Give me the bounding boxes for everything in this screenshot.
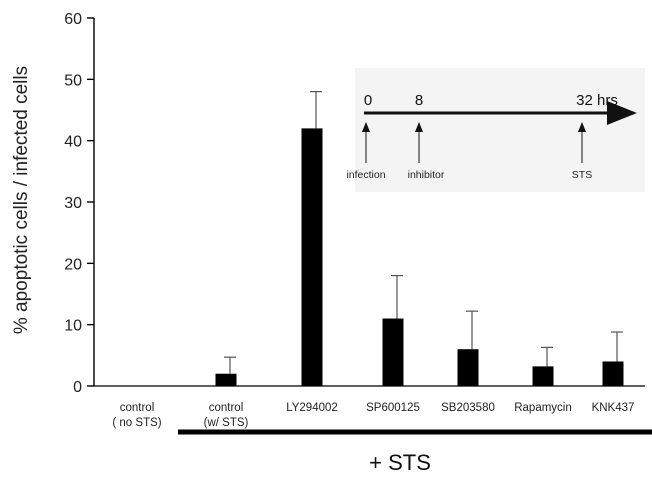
category-label: SB203580 bbox=[441, 402, 495, 414]
sts-group-label: + STS bbox=[369, 450, 431, 475]
category-label: control (w/ STS) bbox=[204, 402, 249, 429]
y-tick-label: 20 bbox=[64, 256, 82, 273]
category-labels: control( no STS) control (w/ STS) LY294002 S… bbox=[112, 402, 634, 429]
timeline-inset: 0 infection 8 inhibitor 32 hrs STS bbox=[346, 68, 645, 192]
y-tick-label: 30 bbox=[64, 195, 82, 212]
bar bbox=[215, 373, 237, 386]
bar bbox=[602, 361, 624, 386]
inset-background bbox=[355, 68, 645, 192]
category-label: SP600125 bbox=[366, 402, 420, 414]
y-tick-label: 50 bbox=[64, 72, 82, 89]
category-label: KNK437 bbox=[592, 402, 635, 414]
y-axis-label: % apoptotic cells / infected cells bbox=[11, 66, 32, 334]
timeline-event-label: infection bbox=[346, 169, 385, 181]
category-label: LY294002 bbox=[286, 402, 338, 414]
bar bbox=[301, 128, 323, 386]
y-tick-label: 0 bbox=[73, 379, 82, 396]
y-axis: 0 10 20 30 40 50 60 bbox=[64, 11, 95, 396]
y-tick-label: 10 bbox=[64, 318, 82, 335]
y-tick-label: 60 bbox=[64, 11, 82, 28]
y-tick-label: 40 bbox=[64, 134, 82, 151]
category-label: control( no STS) bbox=[112, 402, 161, 429]
category-label: Rapamycin bbox=[514, 402, 572, 414]
timeline-event-label: STS bbox=[572, 169, 592, 181]
timeline-time-label: 32 hrs bbox=[576, 92, 618, 109]
timeline-time-label: 0 bbox=[364, 92, 372, 109]
bar bbox=[457, 349, 479, 386]
bars bbox=[94, 90, 645, 387]
bar bbox=[382, 318, 404, 386]
timeline-time-label: 8 bbox=[415, 92, 423, 109]
bar bbox=[532, 366, 554, 386]
timeline-event-label: inhibitor bbox=[408, 169, 445, 181]
